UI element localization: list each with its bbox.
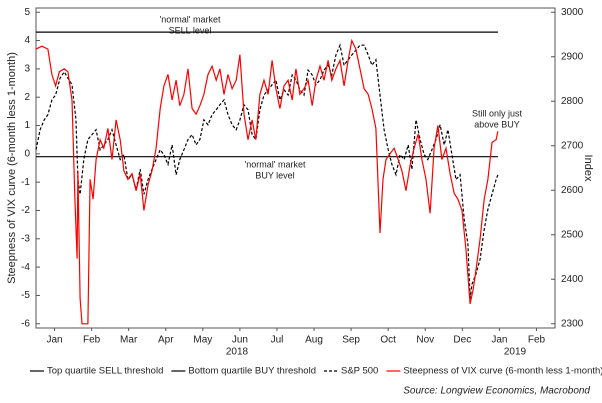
annotation: 'normal' market <box>245 159 306 169</box>
x-tick-label: Jun <box>232 335 248 346</box>
x-tick-label: May <box>193 335 212 346</box>
plot-frame <box>35 7 556 329</box>
y-tick-label: -3 <box>21 233 30 244</box>
y-tick-label: -4 <box>21 262 30 273</box>
y-tick-label: -6 <box>21 318 30 329</box>
annotation: SELL level <box>169 25 212 35</box>
y-axis-title: Steepness of VIX curve (6-month less 1-m… <box>6 52 18 284</box>
year-label: 2019 <box>504 347 527 358</box>
y2-tick-label: 2300 <box>561 318 584 329</box>
y2-tick-label: 2400 <box>561 274 584 285</box>
legend-label: Steepness of VIX curve (6-month less 1-m… <box>403 366 602 377</box>
x-tick-label: Jan <box>491 335 507 346</box>
x-tick-label: Jul <box>271 335 284 346</box>
y-tick-label: 4 <box>24 35 30 46</box>
x-tick-label: Dec <box>453 335 471 346</box>
series-line <box>35 38 499 325</box>
y2-tick-label: 2500 <box>561 229 584 240</box>
source: Source: Longview Economics, Macrobond <box>403 386 590 397</box>
x-tick-label: Aug <box>305 335 323 346</box>
y2-axis-title: Index <box>582 155 594 182</box>
x-tick-label: Sep <box>342 335 360 346</box>
x-tick-label: Oct <box>380 335 396 346</box>
y2-tick-label: 2800 <box>561 96 584 107</box>
x-tick-label: Jan <box>46 335 62 346</box>
x-tick-label: Feb <box>83 335 101 346</box>
y-tick-label: -2 <box>21 205 30 216</box>
annotation: 'normal' market <box>160 14 221 24</box>
x-tick-label: Nov <box>416 335 434 346</box>
x-tick-label: Mar <box>120 335 138 346</box>
y-tick-label: -5 <box>21 290 30 301</box>
y-tick-label: 5 <box>24 7 30 18</box>
x-tick-label: Feb <box>528 335 546 346</box>
year-label: 2018 <box>226 347 249 358</box>
legend-label: Top quartile SELL threshold <box>47 366 163 377</box>
legend-label: S&P 500 <box>341 366 378 377</box>
y-tick-label: 3 <box>24 64 30 75</box>
annotation: BUY level <box>255 170 294 180</box>
annotation: above BUY <box>474 119 520 129</box>
y2-tick-label: 2900 <box>561 51 584 62</box>
legend-label: Bottom quartile BUY threshold <box>188 366 316 377</box>
y-tick-label: 0 <box>24 148 30 159</box>
y-tick-label: -1 <box>21 177 30 188</box>
y2-tick-label: 2700 <box>561 140 584 151</box>
y2-tick-label: 2600 <box>561 185 584 196</box>
y2-tick-label: 3000 <box>561 7 584 18</box>
x-tick-label: Apr <box>158 335 174 346</box>
y-tick-label: 1 <box>24 120 30 131</box>
annotation: Still only just <box>472 108 523 118</box>
y-tick-label: 2 <box>24 92 30 103</box>
